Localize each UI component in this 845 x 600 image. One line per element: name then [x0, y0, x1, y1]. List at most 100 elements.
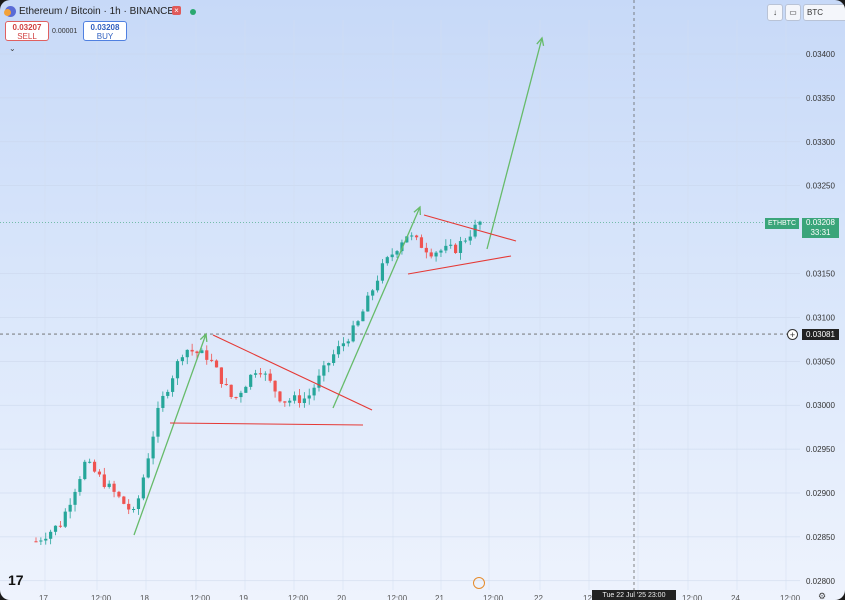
candle-body [434, 252, 438, 257]
candle-body [258, 373, 263, 375]
candle-body [39, 540, 43, 542]
candle-body [195, 351, 199, 354]
time-tick-label: 17 [39, 594, 48, 600]
chevron-down-icon[interactable]: ⌄ [9, 44, 16, 53]
buy-label: BUY [96, 32, 114, 41]
time-tick-label: 12:00 [288, 594, 309, 600]
candle-body [141, 477, 145, 499]
candle-body [341, 343, 345, 347]
buy-price: 0.03208 [90, 23, 120, 32]
time-tick-label: 24 [731, 594, 740, 600]
candle-body [146, 458, 150, 478]
candle-body [410, 235, 414, 237]
candle-body [156, 407, 160, 437]
candle-body [439, 250, 443, 253]
candle-body [229, 384, 233, 398]
candle-body [332, 354, 336, 363]
candle-body [327, 362, 331, 366]
candle-body [190, 349, 194, 352]
compass-icon[interactable] [473, 577, 485, 589]
price-tick-label: 0.03000 [806, 401, 835, 410]
candle-body [444, 245, 448, 251]
candle-body [200, 350, 204, 354]
candle-body [53, 525, 58, 532]
candle-body [210, 359, 214, 361]
trend-arrow-1 [133, 333, 207, 536]
candle-body [117, 491, 121, 497]
candle-body [73, 491, 77, 505]
candle-body [288, 400, 292, 403]
pattern-upper-line-2 [423, 214, 517, 242]
price-tick-label: 0.03050 [806, 357, 835, 366]
pattern-upper-line-1 [212, 334, 373, 411]
candle-body [102, 474, 106, 487]
candle-body [214, 360, 219, 368]
time-tick-label: 20 [337, 594, 346, 600]
candle-body [380, 263, 385, 281]
price-tick-label: 0.03300 [806, 138, 835, 147]
candle-body [253, 373, 258, 375]
candle-body [458, 241, 463, 253]
price-tick-label: 0.03250 [806, 182, 835, 191]
price-tick-label: 0.03150 [806, 270, 835, 279]
candle-body [473, 224, 477, 237]
crosshair-time: Tue 22 Jul '25 23:00 [592, 590, 676, 600]
tradingview-logo-icon[interactable]: 17 [8, 572, 24, 588]
candle-body [97, 471, 102, 475]
candle-body [58, 525, 62, 527]
download-icon[interactable]: ↓ [767, 4, 783, 21]
candle-body [249, 374, 253, 387]
time-tick-label: 12:00 [780, 594, 801, 600]
screen-icon[interactable]: ▭ [785, 4, 801, 21]
symbol-title[interactable]: Ethereum / Bitcoin · 1h · BINANCE [19, 6, 175, 17]
candle-body [463, 240, 467, 242]
candle-body [322, 365, 326, 376]
candle-body [234, 397, 238, 399]
candle-body [405, 236, 409, 243]
close-icon[interactable]: × [172, 6, 181, 15]
candle-body [317, 375, 321, 388]
price-tick-label: 0.02900 [806, 489, 835, 498]
time-tick-label: 22 [534, 594, 543, 600]
candle-body [414, 235, 419, 238]
candle-body [161, 395, 165, 408]
candle-body [239, 392, 243, 398]
candle-body [185, 349, 189, 358]
compare-symbol-input[interactable]: BTC [803, 4, 845, 21]
candle-body [63, 511, 67, 527]
buy-button[interactable]: 0.03208 BUY [83, 21, 127, 41]
last-price: 0.03208 [806, 218, 835, 227]
time-tick-label: 12:00 [190, 594, 211, 600]
time-tick-label: 21 [435, 594, 444, 600]
candle-body [268, 373, 272, 381]
candle-body [283, 401, 287, 403]
sell-button[interactable]: 0.03207 SELL [5, 21, 49, 41]
gear-icon[interactable]: ⚙ [818, 591, 827, 600]
price-tick-label: 0.03100 [806, 313, 835, 322]
candle-body [361, 311, 365, 322]
ticker-tag: ETHBTC [765, 218, 799, 229]
candle-body [400, 242, 404, 252]
time-tick-label: 19 [239, 594, 248, 600]
candle-body [136, 498, 141, 509]
candle-body [449, 244, 453, 246]
symbol-header: Ethereum / Bitcoin · 1h · BINANCE × [0, 0, 845, 20]
countdown: 33:31 [810, 228, 831, 237]
plus-icon[interactable]: + [787, 329, 798, 340]
candle-body [68, 504, 72, 512]
candle-body [49, 531, 53, 539]
pattern-lower-line-1 [169, 422, 364, 426]
candle-body [263, 373, 267, 375]
candle-body [336, 346, 341, 355]
candle-body [356, 321, 360, 326]
trend-arrow-2 [332, 206, 421, 409]
candle-body [278, 391, 282, 402]
candle-body [302, 398, 306, 404]
candle-body [395, 251, 399, 255]
candle-body [292, 395, 297, 401]
price-tick-label: 0.02950 [806, 445, 835, 454]
candle-body [88, 461, 92, 463]
candle-body [419, 237, 424, 248]
